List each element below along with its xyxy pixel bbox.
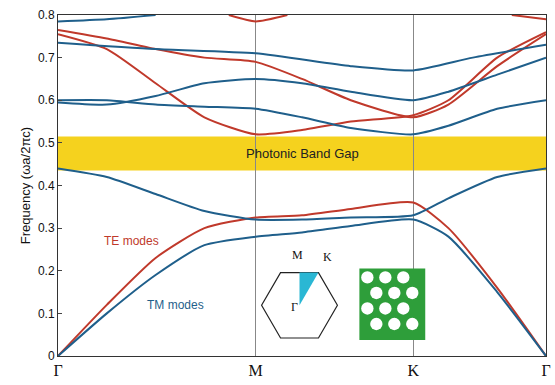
svg-text:0.7: 0.7 xyxy=(38,51,55,65)
svg-text:Frequency (ωa/2πc): Frequency (ωa/2πc) xyxy=(18,127,33,244)
svg-text:Photonic Band Gap: Photonic Band Gap xyxy=(246,146,359,161)
svg-text:Γ: Γ xyxy=(291,300,298,314)
svg-text:0.1: 0.1 xyxy=(38,307,55,321)
svg-text:Γ: Γ xyxy=(53,362,62,379)
svg-text:K: K xyxy=(323,250,332,264)
svg-text:0.3: 0.3 xyxy=(38,221,55,235)
svg-text:0.6: 0.6 xyxy=(38,93,55,107)
svg-text:TE modes: TE modes xyxy=(104,234,159,248)
svg-text:M: M xyxy=(292,248,303,262)
svg-text:Γ: Γ xyxy=(541,362,550,379)
svg-text:0.4: 0.4 xyxy=(38,179,55,193)
svg-text:TM modes: TM modes xyxy=(147,298,204,312)
svg-text:0.2: 0.2 xyxy=(38,264,55,278)
svg-text:0: 0 xyxy=(48,349,55,363)
svg-text:M: M xyxy=(249,362,263,379)
svg-text:K: K xyxy=(407,362,419,379)
svg-text:0.8: 0.8 xyxy=(38,8,55,22)
svg-text:0.5: 0.5 xyxy=(38,136,55,150)
